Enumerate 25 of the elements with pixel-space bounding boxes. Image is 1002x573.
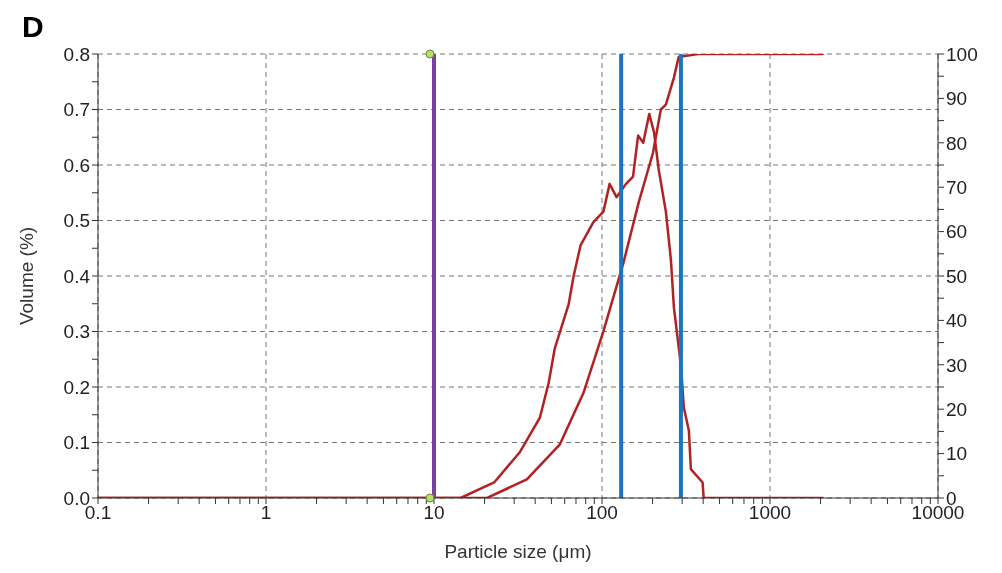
y2-tick-label: 100 [946, 43, 978, 65]
y-tick-label: 0.6 [63, 154, 90, 176]
y2-tick-label: 40 [946, 310, 968, 332]
x-tick-label: 1000 [748, 502, 792, 524]
y-tick-label: 0.5 [63, 210, 90, 232]
y-tick-label: 0.4 [63, 265, 91, 287]
y2-tick-label: 60 [946, 221, 968, 243]
chart-title: D [22, 10, 44, 44]
y2-tick-label: 80 [946, 132, 968, 154]
x-tick-label: 1 [260, 502, 272, 524]
x-tick-label: 100 [586, 502, 618, 524]
y2-tick-label: 20 [946, 398, 968, 420]
y-tick-label: 0.3 [63, 321, 90, 343]
x-tick-label: 10 [423, 502, 445, 524]
y2-tick-label: 50 [946, 265, 968, 287]
y-axis-title: Volume (%) [15, 226, 37, 326]
y2-tick-label: 70 [946, 176, 968, 198]
y-tick-label: 0.1 [63, 432, 90, 454]
y-tick-label: 0.8 [63, 43, 90, 65]
y2-tick-label: 10 [946, 443, 968, 465]
x-axis-title: Particle size (μm) [444, 541, 592, 562]
y2-tick-label: 90 [946, 88, 968, 110]
y-tick-label: 0.7 [63, 99, 90, 121]
y2-tick-label: 30 [946, 354, 968, 376]
y-tick-label: 0.2 [63, 376, 90, 398]
